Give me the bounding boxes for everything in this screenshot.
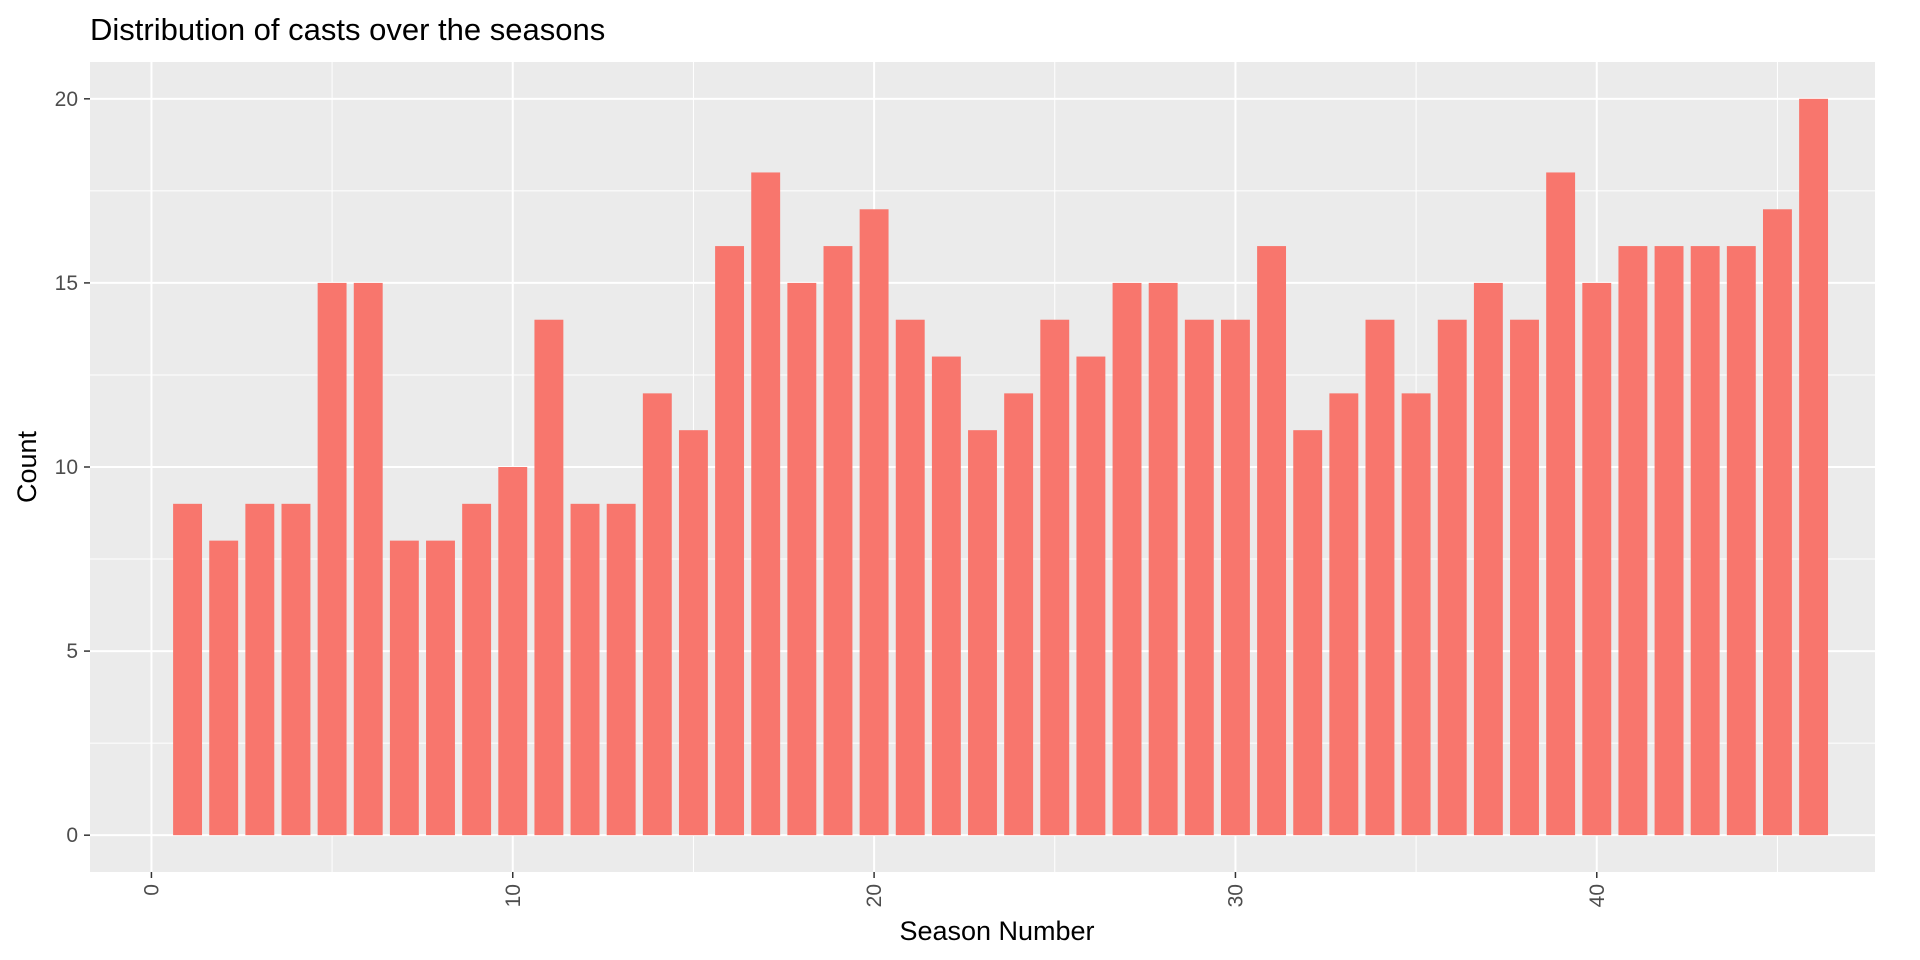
bar	[715, 246, 745, 836]
bar	[1076, 356, 1106, 836]
x-tick-label: 0	[140, 884, 163, 896]
bar	[317, 282, 347, 836]
bar	[1148, 282, 1178, 836]
bar	[1726, 246, 1756, 836]
bar	[859, 209, 889, 836]
bar	[1401, 393, 1431, 836]
y-tick-label: 0	[66, 824, 78, 847]
bar	[931, 356, 961, 836]
x-tick-label: 40	[1586, 884, 1609, 907]
bar	[1690, 246, 1720, 836]
y-tick-label: 10	[55, 456, 78, 479]
bar	[426, 540, 455, 836]
bar	[209, 540, 239, 836]
bar	[1329, 393, 1359, 836]
bar	[1004, 393, 1034, 836]
bar	[1293, 430, 1323, 836]
y-tick-label: 15	[55, 272, 78, 295]
bar	[1365, 319, 1395, 836]
bar	[678, 430, 708, 836]
x-axis-title: Season Number	[899, 916, 1094, 946]
x-tick-label: 30	[1224, 884, 1247, 907]
bar	[1184, 319, 1214, 836]
bar	[895, 319, 925, 836]
bar	[570, 503, 600, 836]
bar	[1510, 319, 1539, 836]
bar	[823, 246, 853, 836]
bar	[1618, 246, 1648, 836]
bar	[173, 503, 203, 836]
bar	[498, 467, 528, 836]
bar	[389, 540, 419, 836]
y-axis-title: Count	[12, 430, 42, 503]
bar	[1437, 319, 1467, 836]
bar	[1257, 246, 1287, 836]
bar	[642, 393, 672, 836]
x-axis: 0 10 20 30 40	[140, 872, 1609, 907]
bar	[787, 282, 817, 836]
bar	[1799, 98, 1829, 836]
bar	[245, 503, 275, 836]
x-tick-label: 20	[863, 884, 886, 907]
bar	[1546, 172, 1576, 836]
bar	[606, 503, 636, 836]
y-tick-label: 5	[66, 640, 78, 663]
bar	[462, 503, 492, 836]
y-axis: 0 5 10 15 20	[55, 88, 90, 847]
chart-title: Distribution of casts over the seasons	[90, 12, 605, 47]
bar	[281, 503, 311, 836]
bar	[1762, 209, 1792, 836]
bar	[1582, 282, 1612, 836]
bar	[1112, 282, 1142, 836]
bar	[751, 172, 781, 836]
bar	[968, 430, 997, 836]
bar	[353, 282, 383, 836]
bar	[1473, 282, 1503, 836]
x-tick-label: 10	[502, 884, 525, 907]
bar	[1040, 319, 1070, 836]
bars	[173, 98, 1829, 836]
bar	[1220, 319, 1250, 836]
bar	[1654, 246, 1684, 836]
y-tick-label: 20	[55, 88, 78, 111]
bar	[534, 319, 564, 836]
